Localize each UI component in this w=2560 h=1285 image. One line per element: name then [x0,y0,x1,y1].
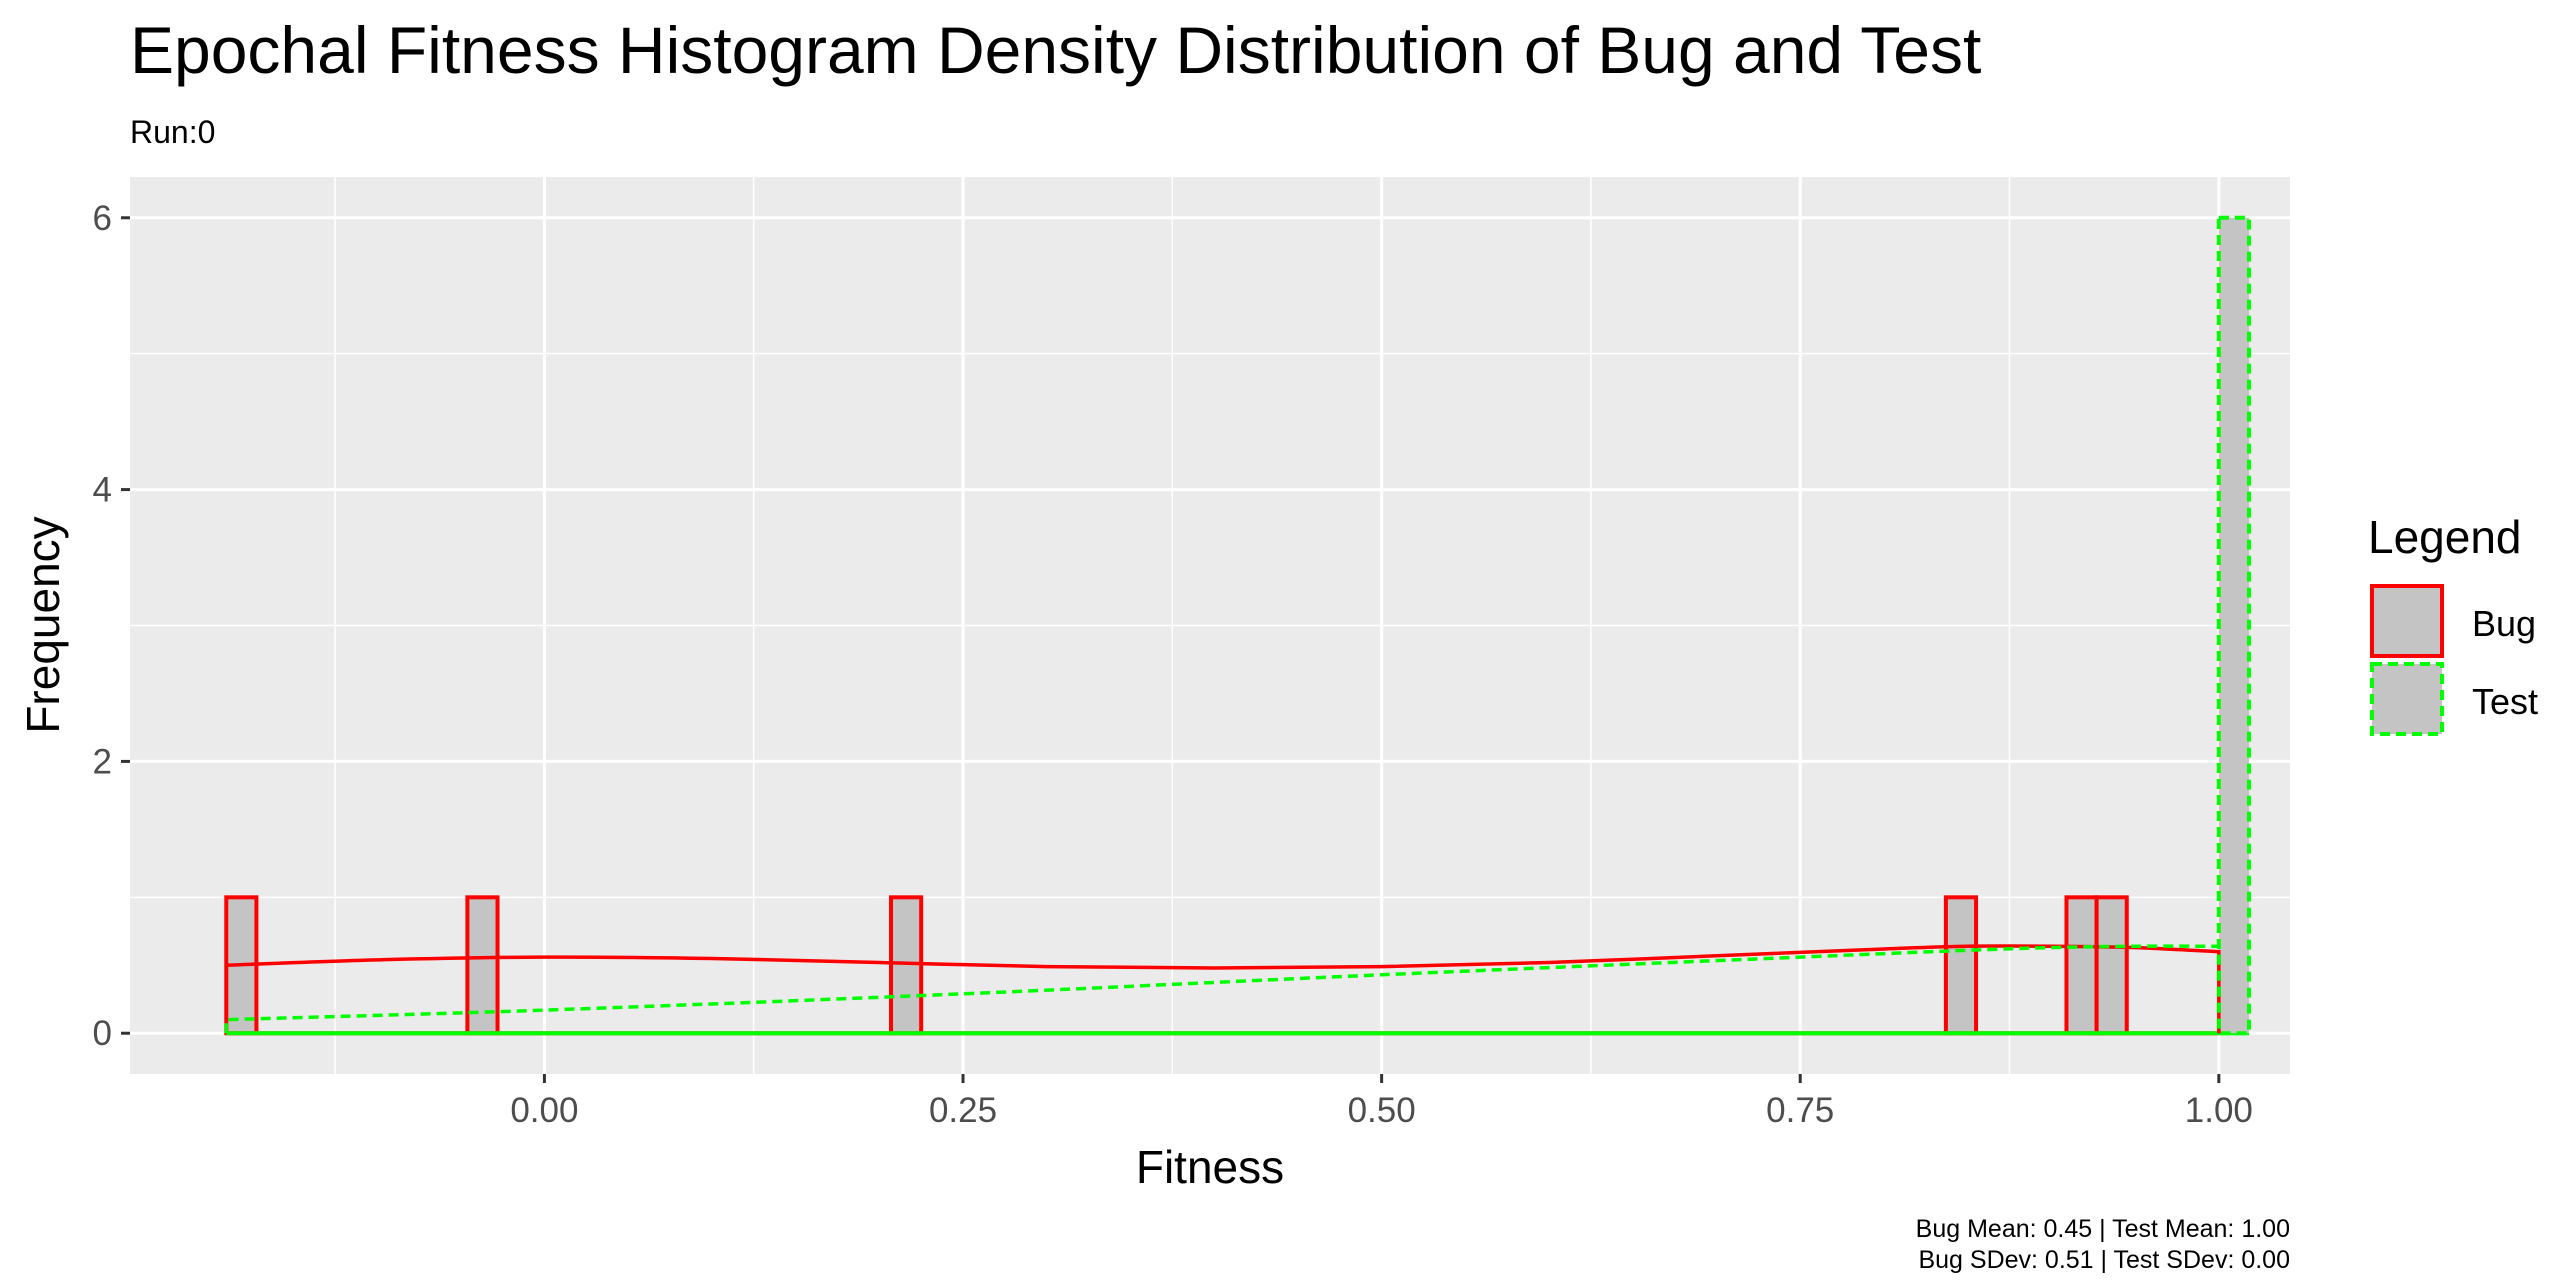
density-curve-test [224,944,2221,1034]
y-tick-label: 6 [93,199,112,238]
histogram-bars [224,215,2251,1036]
y-tick-label: 4 [93,471,112,510]
chart-subtitle: Run:0 [130,114,215,150]
legend-item-bug: Bug [2370,584,2536,658]
x-tick-label: 0.00 [510,1091,578,1130]
legend-title: Legend [2368,511,2522,563]
x-tick-label: 0.50 [1348,1091,1416,1130]
legend-key-test [2370,662,2444,736]
x-axis-title: Fitness [1136,1141,1284,1193]
y-axis-title: Frequency [17,516,69,733]
legend-label-test: Test [2472,681,2538,722]
legend: Legend Bug Test [2368,511,2538,736]
legend-label-bug: Bug [2472,603,2536,644]
density-curves [224,944,2221,1034]
x-tick-label: 1.00 [2185,1091,2253,1130]
y-tick-label: 0 [93,1014,112,1053]
axes: 0.00 0.25 0.50 0.75 1.00 0 2 4 6 [93,199,2253,1130]
legend-key-bug [2370,584,2444,658]
density-curve-bug [224,944,2221,1034]
bar-test [2216,215,2251,1036]
chart-title: Epochal Fitness Histogram Density Distri… [130,13,1981,87]
y-tick-label: 2 [93,742,112,781]
x-tick-label: 0.75 [1766,1091,1834,1130]
bar-bug [2094,895,2129,1036]
caption-means: Bug Mean: 0.45 | Test Mean: 1.00 [1916,1215,2290,1243]
x-tick-label: 0.25 [929,1091,997,1130]
bar-bug [2064,895,2099,1036]
bar-bug [889,895,924,1036]
caption-sdev: Bug SDev: 0.51 | Test SDev: 0.00 [1918,1246,2290,1274]
legend-item-test: Test [2370,662,2538,736]
bar-bug [1943,895,1979,1036]
